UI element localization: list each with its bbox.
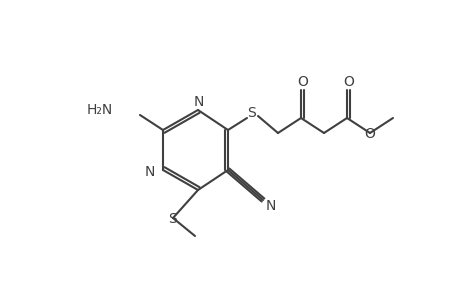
Text: H₂N: H₂N [87,103,113,117]
Text: O: O [364,127,375,141]
Text: S: S [247,106,256,120]
Text: O: O [343,75,354,89]
Text: O: O [297,75,308,89]
Text: N: N [193,95,204,109]
Text: N: N [265,199,275,213]
Text: N: N [144,165,155,179]
Text: S: S [168,212,177,226]
